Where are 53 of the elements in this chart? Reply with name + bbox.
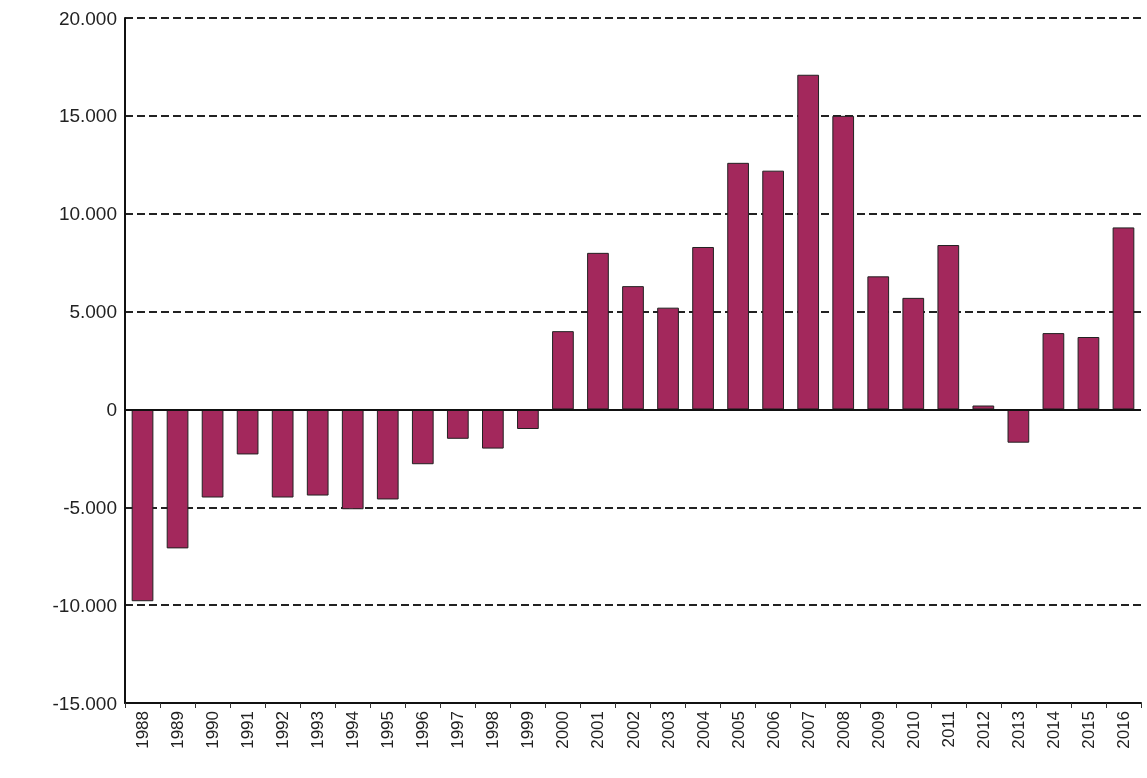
x-tick-label: 1997 xyxy=(448,711,468,749)
y-tick-label: 10.000 xyxy=(58,203,117,225)
x-tick-label: 2000 xyxy=(553,711,573,749)
x-tick-label: 2016 xyxy=(1113,711,1133,749)
bar xyxy=(411,409,434,465)
x-tick-label: 1996 xyxy=(413,711,433,749)
bar xyxy=(446,409,469,439)
x-tick-label: 1988 xyxy=(133,711,153,749)
x-tick-label: 2013 xyxy=(1008,711,1028,749)
y-tick-label: -5.000 xyxy=(63,496,117,518)
y-tick-label: 5.000 xyxy=(69,301,117,323)
x-tick-label: 2014 xyxy=(1043,711,1063,749)
bar xyxy=(482,409,504,449)
bar xyxy=(271,409,294,498)
x-tick-label: 2015 xyxy=(1078,711,1098,749)
x-tick-label: 1992 xyxy=(273,711,293,749)
y-tick-label: 20.000 xyxy=(58,7,117,29)
x-tick-label: 1995 xyxy=(378,711,398,749)
x-tick-label: 2003 xyxy=(658,711,678,749)
x-tick-label: 2008 xyxy=(833,711,853,749)
x-tick-label: 1991 xyxy=(238,711,258,749)
x-tick-label: 1994 xyxy=(343,711,363,749)
x-tick-label: 2012 xyxy=(973,711,993,749)
bar xyxy=(867,276,890,410)
y-tick-label: 15.000 xyxy=(58,105,117,127)
x-tick-label: 2001 xyxy=(588,711,608,749)
bar xyxy=(517,409,539,429)
y-tick-label: -15.000 xyxy=(52,692,117,714)
x-tick-label: 1993 xyxy=(308,711,328,749)
y-tick-label: 0 xyxy=(106,398,117,420)
bar xyxy=(1007,409,1030,443)
bar xyxy=(1077,337,1100,410)
x-tick-label: 2005 xyxy=(728,711,748,749)
x-tick-label: 1990 xyxy=(203,711,223,749)
x-tick-label: 2007 xyxy=(798,711,818,749)
x-tick-label: 1999 xyxy=(518,711,538,749)
x-tick-label: 1989 xyxy=(168,711,188,749)
bar xyxy=(236,409,259,455)
x-tick-label: 2010 xyxy=(903,711,923,749)
bar xyxy=(552,331,574,410)
y-tick-label: -10.000 xyxy=(52,594,117,616)
bar xyxy=(201,409,224,498)
x-tick-label: 2009 xyxy=(868,711,888,749)
bar xyxy=(972,405,995,410)
bar xyxy=(1042,333,1065,410)
bar xyxy=(306,409,329,496)
x-tick-label: 2004 xyxy=(693,711,713,749)
x-tick-label: 2002 xyxy=(623,711,643,749)
x-tick-label: 1998 xyxy=(483,711,503,749)
x-tick-label: 2011 xyxy=(938,711,958,748)
x-tick-label: 2006 xyxy=(763,711,783,749)
bar xyxy=(376,409,399,500)
bar xyxy=(797,74,820,410)
